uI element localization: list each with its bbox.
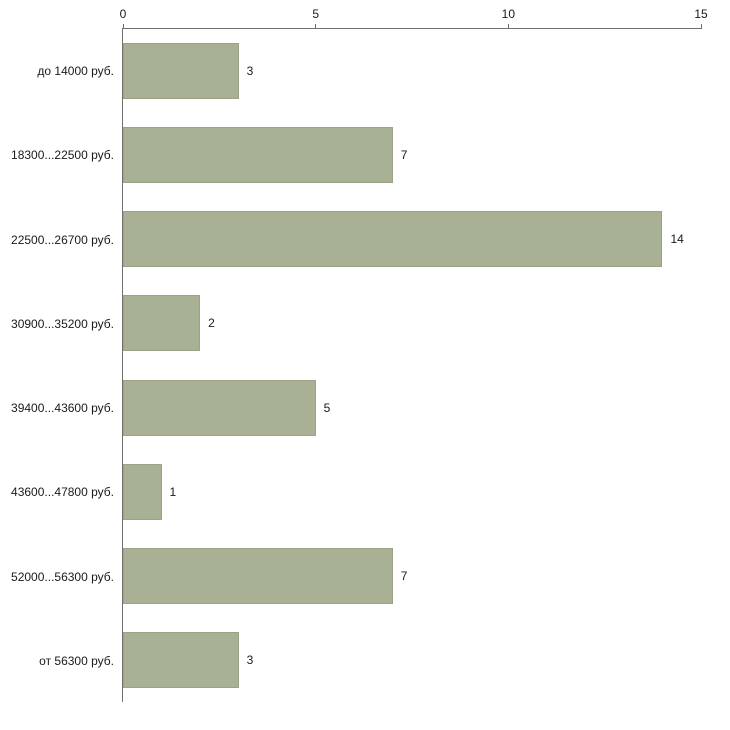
category-label: 30900...35200 руб.	[11, 316, 114, 331]
category-label: 39400...43600 руб.	[11, 401, 114, 416]
bar-rows: 3 7 14 2 5 1 7 3	[123, 29, 701, 702]
x-tick-mark	[122, 24, 124, 29]
plot-area: 0 5 10 15 3 7 14 2 5 1 7 3	[120, 7, 708, 702]
category-label: до 14000 руб.	[37, 64, 114, 79]
category-label: от 56300 руб.	[39, 653, 114, 668]
x-tick-mark	[700, 24, 702, 29]
bar-row: 7	[123, 534, 701, 618]
value-label: 5	[323, 400, 331, 415]
x-tick-mark	[315, 24, 317, 29]
x-tick-label: 5	[312, 7, 319, 21]
bar-row: 1	[123, 450, 701, 534]
x-tick-label: 0	[119, 7, 127, 21]
bar	[123, 379, 316, 436]
bar	[123, 631, 239, 688]
value-label: 3	[246, 652, 254, 667]
value-label: 2	[208, 316, 215, 331]
category-label: 52000...56300 руб.	[11, 569, 114, 584]
bar	[123, 295, 201, 352]
value-label: 1	[169, 484, 177, 499]
category-label: 22500...26700 руб.	[11, 232, 114, 247]
bar	[123, 463, 162, 520]
value-label: 7	[400, 148, 408, 163]
x-tick-label: 10	[501, 7, 516, 21]
bar-row: 14	[123, 197, 701, 281]
value-label: 7	[400, 568, 408, 583]
bar-row: 3	[123, 29, 701, 113]
value-label: 14	[670, 232, 684, 247]
x-tick-mark	[507, 24, 509, 29]
bar	[123, 127, 393, 184]
y-axis-category-labels: до 14000 руб. 18300...22500 руб. 22500...2…	[0, 29, 118, 703]
category-label: 43600...47800 руб.	[11, 485, 114, 500]
bar	[123, 547, 393, 604]
x-tick-label: 15	[694, 7, 708, 21]
bar	[123, 211, 663, 268]
bar	[123, 43, 239, 100]
bar-row: 5	[123, 366, 701, 450]
bar-row: 2	[123, 281, 701, 365]
bar-row: 7	[123, 113, 701, 197]
bar-row: 3	[123, 618, 701, 702]
value-label: 3	[246, 64, 254, 79]
category-label: 18300...22500 руб.	[11, 148, 114, 163]
